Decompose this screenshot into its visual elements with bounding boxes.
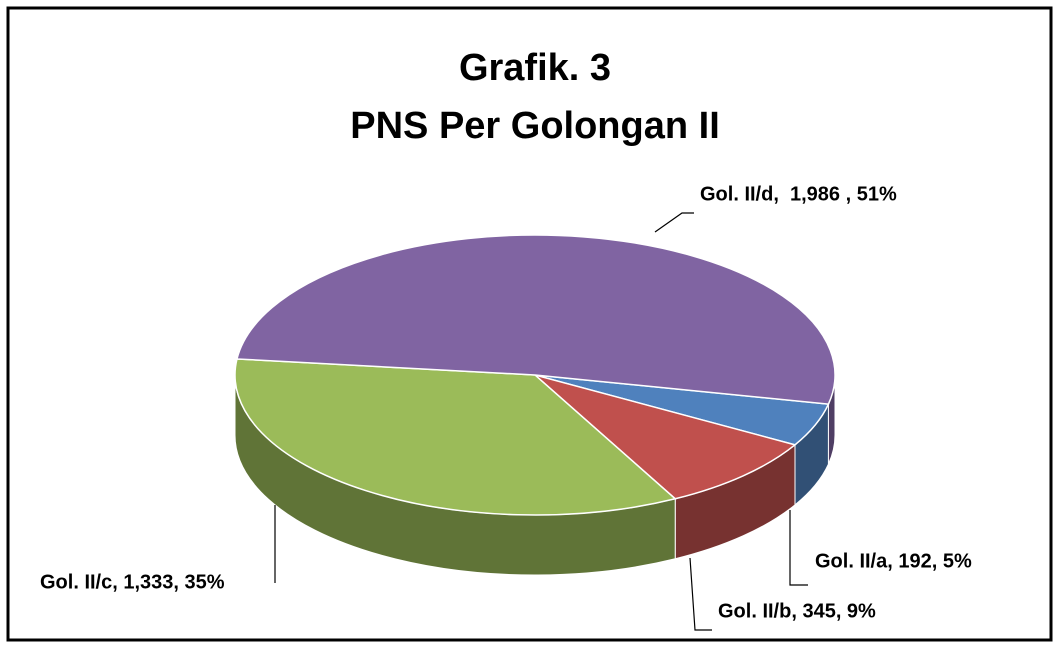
pie — [234, 234, 836, 576]
pie-slice — [534, 374, 797, 500]
pie-slice — [234, 358, 677, 516]
leader-line — [654, 212, 694, 233]
pie-slice — [236, 234, 836, 405]
data-label: Gol. II/b, 345, 9% — [718, 600, 876, 622]
chart-title: Grafik. 3 — [459, 47, 611, 89]
leader-line — [789, 510, 808, 586]
leader-line — [689, 557, 712, 631]
labels: Gol. II/a, 192, 5% Gol. II/b, 345, 9% Gol.… — [40, 183, 972, 631]
data-label: Gol. II/c, 1,333, 35% — [40, 571, 225, 593]
data-label: Gol. II/d, 1,986 , 51% — [700, 183, 897, 205]
data-label: Gol. II/a, 192, 5% — [815, 550, 972, 572]
chart-subtitle: PNS Per Golongan II — [350, 105, 720, 147]
